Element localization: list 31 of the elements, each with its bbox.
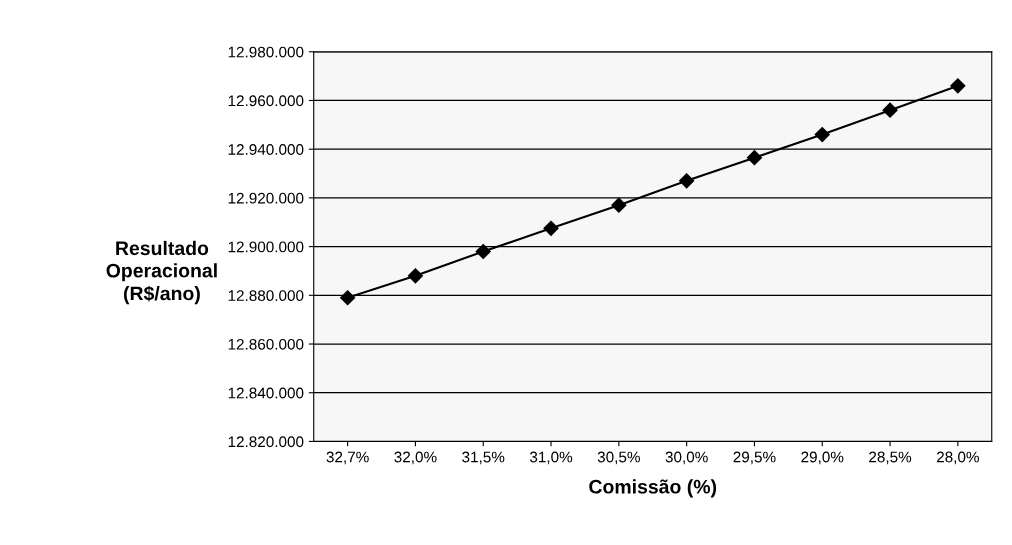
x-tick-label: 32,7% (326, 451, 369, 465)
y-tick-label: 12.920.000 (228, 192, 304, 204)
y-tick-label: 12.980.000 (228, 46, 304, 58)
point (407, 268, 423, 284)
y-tick-label: 12.840.000 (228, 387, 304, 399)
y-tick-label: 12.860.000 (228, 338, 304, 350)
point (882, 102, 898, 118)
point (814, 127, 830, 143)
x-tick-label: 32,0% (394, 451, 437, 465)
x-tick-label: 30,0% (665, 451, 708, 465)
point (340, 290, 356, 306)
point (746, 150, 763, 166)
y-tick-label: 12.820.000 (228, 436, 304, 448)
y-tick-label: 12.940.000 (228, 144, 304, 155)
x-tick-label: 31,5% (462, 451, 505, 465)
x-tick-label: 29,5% (733, 451, 776, 465)
point (950, 78, 966, 94)
x-tick-label: 29,0% (801, 451, 844, 465)
x-axis-title: Comissão (%) (589, 479, 717, 498)
point (679, 173, 695, 189)
x-tick-label: 30,5% (597, 451, 640, 465)
y-tick-label: 12.880.000 (228, 290, 304, 302)
x-tick-label: 28,5% (869, 451, 912, 465)
point (475, 243, 491, 260)
y-axis-title: Resultado Operacional (R$/ano) (106, 240, 217, 305)
point (543, 220, 559, 236)
x-tick-label: 31,0% (529, 451, 573, 465)
y-tick-label: 12.900.000 (228, 241, 304, 253)
point (611, 197, 627, 213)
x-tick-label: 28,0% (936, 451, 979, 465)
y-tick-label: 12.960.000 (228, 95, 304, 107)
